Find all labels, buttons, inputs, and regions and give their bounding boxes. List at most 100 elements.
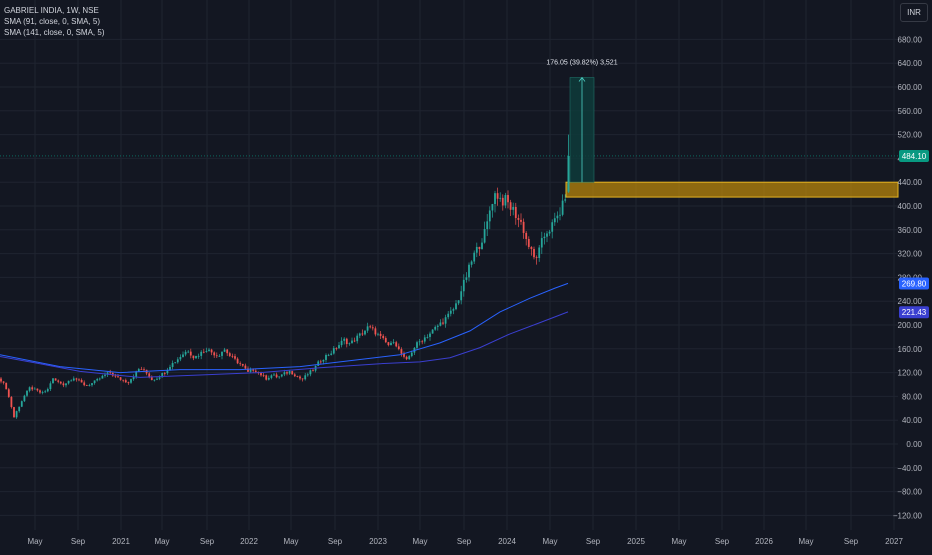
candle-body [0, 378, 2, 382]
candle-body [18, 406, 21, 412]
candle-body [197, 355, 200, 357]
candle-body [124, 380, 127, 383]
candle-body [369, 326, 372, 328]
candle [31, 385, 34, 392]
candle-body [176, 359, 179, 363]
candle-body [322, 359, 325, 362]
candle-body [392, 342, 395, 344]
candle [5, 382, 8, 390]
candle [10, 396, 13, 409]
candle [483, 221, 486, 244]
currency-button[interactable]: INR [900, 3, 928, 22]
candle [124, 378, 127, 384]
candle-body [478, 246, 481, 250]
candle [522, 218, 525, 239]
candle-body [374, 328, 377, 335]
candle-body [150, 377, 153, 381]
candle-body [184, 351, 187, 355]
candle-body [561, 200, 564, 215]
candle [280, 374, 283, 378]
candle-body [509, 202, 512, 210]
last-price-badge-bg [899, 149, 929, 162]
candle-body [119, 377, 122, 380]
x-axis-tick-label: 2024 [498, 537, 516, 546]
candle-body [20, 401, 23, 407]
candle-body [343, 338, 346, 341]
candle [444, 314, 447, 328]
candle-body [72, 378, 75, 381]
candle-body [520, 219, 522, 222]
candle-body [187, 351, 190, 353]
candle-body [291, 371, 294, 375]
symbol-title[interactable]: GABRIEL INDIA, 1W, NSE [4, 6, 99, 15]
candle [431, 329, 434, 334]
candle [462, 274, 465, 297]
candle [306, 372, 309, 377]
candle-body [371, 327, 374, 329]
sma141-line [0, 311, 569, 378]
candle-body [130, 379, 132, 383]
candle-body [556, 215, 559, 219]
y-axis-tick-label: 640.00 [898, 59, 923, 68]
candle-body [88, 385, 91, 386]
candle [395, 340, 398, 348]
candle [390, 341, 392, 346]
candle [88, 383, 91, 387]
candle-body [174, 362, 177, 364]
axes: 680.00640.00600.00560.00520.00480.00440.… [27, 35, 929, 546]
candle [340, 337, 343, 348]
candle-body [494, 193, 496, 205]
candle-body [57, 380, 60, 382]
candle-body [439, 322, 442, 326]
candle [293, 372, 296, 378]
candle [546, 230, 548, 243]
x-axis-tick-label: May [412, 537, 427, 546]
candle-body [327, 354, 330, 356]
candle [286, 370, 288, 376]
candle [509, 199, 512, 216]
candle-body [234, 356, 236, 359]
candle-body [15, 411, 18, 418]
candle-body [114, 375, 117, 377]
candle-body [101, 375, 104, 379]
candle-body [457, 300, 460, 304]
candle [46, 387, 49, 393]
candle [132, 374, 135, 381]
candle-body [390, 342, 392, 346]
candle [551, 219, 554, 239]
candle [517, 214, 520, 228]
candle-body [486, 221, 489, 230]
candle-body [548, 231, 551, 234]
sma91-badge-bg [899, 277, 929, 290]
candle-body [161, 373, 164, 378]
candle-body [46, 389, 49, 392]
candle [236, 357, 239, 365]
candle [559, 207, 561, 221]
candle-body [122, 379, 125, 381]
candle-body [429, 333, 431, 337]
candle-body [460, 291, 463, 301]
candle-body [525, 232, 528, 240]
candle [369, 324, 372, 329]
sma91-indicator-label[interactable]: SMA (91, close, 0, SMA, 5) [4, 17, 101, 26]
candle [36, 388, 39, 392]
x-axis-tick-label: May [283, 537, 298, 546]
candle [426, 334, 429, 339]
price-zone [565, 181, 899, 198]
x-axis-tick-label: Sep [200, 537, 215, 546]
candle [210, 348, 213, 356]
candle-body [52, 378, 54, 384]
candle-body [483, 229, 486, 243]
grid-lines [0, 0, 898, 530]
x-axis-tick-label: 2021 [112, 537, 130, 546]
sma141-indicator-label[interactable]: SMA (141, close, 0, SMA, 5) [4, 28, 105, 37]
candle [567, 134, 570, 193]
candle-body [262, 375, 265, 377]
candle-body [239, 363, 242, 365]
candle [501, 194, 504, 211]
candle [314, 365, 317, 373]
candle [408, 355, 411, 360]
candle-body [91, 383, 93, 386]
